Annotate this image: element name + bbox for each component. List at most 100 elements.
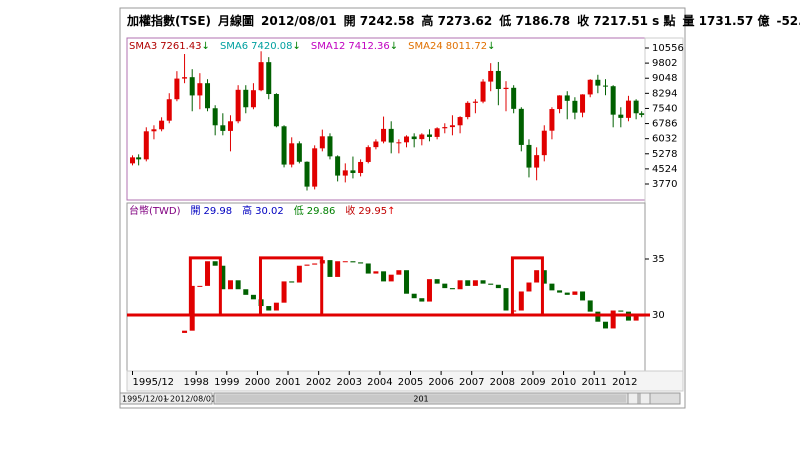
scroll-right[interactable]: [639, 392, 651, 405]
candle-body: [273, 94, 279, 127]
candle-body: [373, 271, 379, 274]
candle-body: [281, 126, 287, 165]
y-tick-label: 9048: [652, 73, 677, 84]
candle-body: [534, 155, 540, 168]
header-item: 高 7273.62: [421, 13, 492, 28]
scroll-thumb[interactable]: [216, 394, 626, 403]
candle-body: [572, 291, 578, 295]
x-tick-label: 2012: [612, 377, 637, 388]
x-tick-label: 2011: [581, 377, 606, 388]
header-item: 收 7217.51 s 點: [577, 13, 675, 28]
legend-name: 低: [294, 204, 304, 217]
candle-body: [610, 86, 616, 115]
candle-body: [197, 83, 203, 96]
candle-body: [258, 62, 264, 91]
candle-body: [227, 121, 233, 131]
header-item: 低 7186.78: [498, 13, 570, 28]
header-item: -52.98 (-0.73%): [776, 14, 800, 28]
x-tick-label: 2002: [306, 377, 331, 388]
legend-name: SMA24: [408, 41, 443, 52]
candle-body: [426, 134, 432, 137]
candle-body: [603, 85, 609, 87]
x-tick-label: 1999: [214, 377, 239, 388]
legend-name: 收: [345, 204, 355, 217]
candle-body: [358, 161, 364, 173]
legend-name: SMA12: [311, 41, 346, 52]
legend-value: 7261.43: [160, 41, 201, 52]
y-tick-label: 9802: [652, 58, 677, 69]
candle-body: [136, 157, 142, 160]
candle-body: [411, 136, 417, 140]
candle-body: [388, 274, 394, 282]
candle-body: [633, 100, 639, 114]
candle-body: [289, 143, 295, 165]
time-axis: [126, 370, 684, 392]
price-axis: [644, 37, 684, 372]
candle-body: [289, 281, 295, 283]
legend-arrow: ↓: [487, 41, 495, 52]
legend-value: 7412.36: [348, 41, 389, 52]
candle-body: [564, 292, 570, 295]
candle-body: [189, 77, 195, 96]
scroll-left[interactable]: [627, 392, 639, 405]
y-tick-label: 6032: [652, 134, 677, 145]
scroll-position: 201: [413, 395, 428, 404]
x-tick-label: 2006: [428, 377, 453, 388]
candle-body: [526, 282, 532, 292]
date-sep: ~: [163, 395, 170, 404]
candle-body: [534, 270, 540, 283]
candle-body: [266, 306, 272, 311]
candle-body: [404, 270, 410, 294]
candle-body: [488, 70, 494, 82]
header: 加權指數(TSE) 月線圖 2012/08/01 開 7242.58 高 7273.62…: [126, 13, 800, 28]
candle-body: [472, 101, 478, 103]
candle-body: [404, 136, 410, 143]
y-tick-label: 3770: [652, 179, 677, 190]
candle-body: [235, 280, 241, 290]
candle-body: [197, 285, 203, 287]
y-tick-label: 7540: [652, 103, 677, 114]
candle-body: [350, 170, 356, 173]
candle-body: [273, 302, 279, 311]
candle-body: [557, 95, 563, 110]
legend-value: 29.95: [358, 206, 387, 217]
candle-body: [396, 142, 402, 144]
legend-arrow: ↓: [390, 41, 398, 52]
candle-body: [618, 114, 624, 118]
candle-body: [434, 279, 440, 284]
legend-name: SMA3: [129, 41, 157, 52]
candle-body: [633, 316, 639, 321]
header-item: 開 7242.58: [344, 14, 415, 28]
candle-body: [319, 136, 325, 149]
candle-body: [205, 83, 211, 109]
x-tick-label: 2008: [490, 377, 515, 388]
candle-body: [449, 288, 455, 290]
candle-body: [419, 298, 425, 302]
candle-body: [480, 280, 486, 284]
candle-body: [511, 87, 517, 109]
candle-body: [166, 99, 172, 121]
candle-body: [266, 62, 272, 95]
candle-body: [587, 300, 593, 312]
candle-body: [618, 310, 624, 312]
legend-value: 8011.72: [446, 41, 487, 52]
candle-body: [419, 134, 425, 140]
date-range-box[interactable]: [119, 392, 213, 405]
legend-arrow: ↑: [387, 206, 395, 217]
candle-body: [350, 261, 356, 263]
y-tick-label: 5278: [652, 149, 677, 160]
candle-body: [595, 79, 601, 86]
candle-body: [327, 136, 333, 157]
candle-body: [625, 100, 631, 118]
candle-body: [205, 261, 211, 286]
header-item: 2012/08/01: [261, 14, 337, 28]
candle-body: [174, 78, 180, 100]
candle-body: [151, 129, 157, 132]
legend-name: 開: [191, 205, 201, 217]
x-tick-label: 2010: [551, 377, 576, 388]
candle-body: [457, 117, 463, 126]
candle-body: [220, 125, 226, 131]
candle-body: [549, 283, 555, 291]
x-tick-label: 2000: [245, 377, 270, 388]
x-tick-label: 2004: [367, 377, 392, 388]
